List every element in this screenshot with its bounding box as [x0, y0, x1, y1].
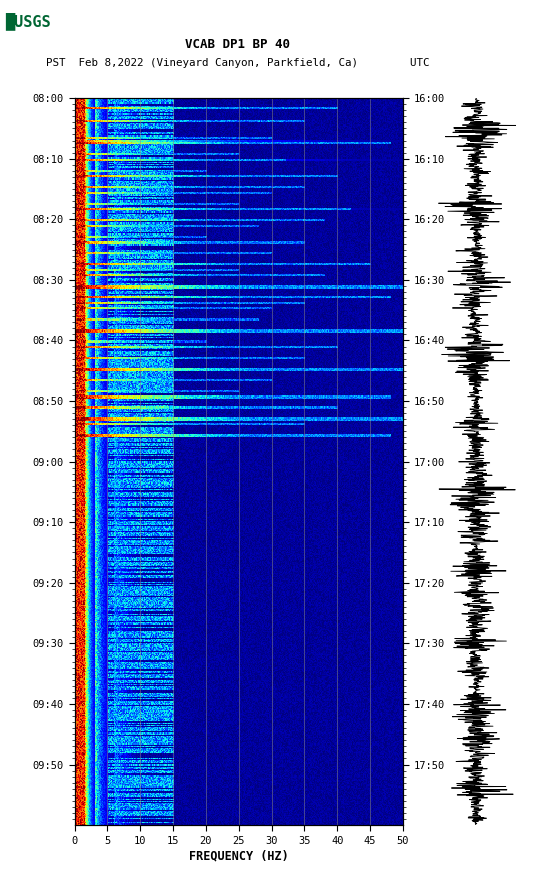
Text: PST  Feb 8,2022 (Vineyard Canyon, Parkfield, Ca)        UTC: PST Feb 8,2022 (Vineyard Canyon, Parkfie…	[46, 58, 429, 68]
X-axis label: FREQUENCY (HZ): FREQUENCY (HZ)	[189, 850, 289, 863]
Text: █USGS: █USGS	[6, 12, 51, 30]
Text: VCAB DP1 BP 40: VCAB DP1 BP 40	[185, 37, 290, 51]
